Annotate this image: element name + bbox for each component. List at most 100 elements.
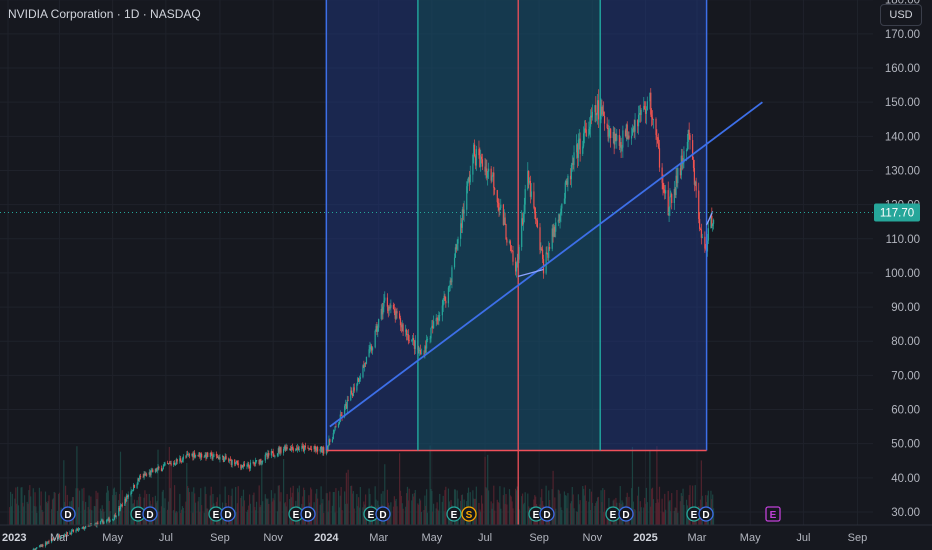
candle-body: [613, 131, 615, 145]
candle-body: [567, 175, 569, 185]
candle-body: [675, 175, 677, 196]
candle-body: [113, 514, 116, 520]
earnings-marker[interactable]: E: [605, 506, 621, 522]
dividend-marker[interactable]: D: [220, 506, 236, 522]
candle-body: [295, 448, 297, 452]
volume-bar: [179, 493, 181, 525]
candle-body: [630, 135, 633, 139]
candle-body: [38, 546, 40, 548]
dividend-marker[interactable]: D: [60, 506, 76, 522]
candle-body: [558, 219, 560, 221]
candle-body: [541, 248, 543, 250]
volume-bar: [573, 508, 575, 525]
candle-body: [712, 219, 715, 224]
candle-body: [316, 447, 318, 451]
drawing-lines[interactable]: [0, 0, 873, 525]
candle-body: [210, 452, 212, 454]
candle-body: [262, 460, 264, 462]
earnings-marker[interactable]: E: [446, 506, 462, 522]
volume-bar: [603, 512, 605, 525]
volume-bar: [656, 446, 658, 525]
candle-body: [566, 180, 568, 185]
candle-body: [266, 454, 268, 457]
volume-bar: [433, 503, 435, 525]
dividend-marker[interactable]: D: [698, 506, 714, 522]
volume-bar: [267, 498, 269, 525]
candle-body: [529, 180, 532, 197]
candle-body: [474, 156, 477, 166]
volume-bar: [414, 490, 416, 525]
currency-button[interactable]: USD: [880, 4, 922, 26]
small-trend-line[interactable]: [518, 268, 544, 277]
marker-label: S: [466, 510, 473, 521]
volume-bar: [411, 500, 413, 525]
trend-line[interactable]: [329, 101, 763, 428]
volume-bar: [285, 506, 287, 525]
candle-body: [462, 209, 464, 214]
candle-body: [424, 346, 426, 355]
marker-label: E: [213, 510, 220, 521]
candle-body: [260, 459, 262, 463]
marker-label: D: [224, 510, 231, 521]
dividend-marker[interactable]: D: [375, 506, 391, 522]
upcoming-marker[interactable]: E: [765, 506, 781, 522]
candle-body: [94, 523, 96, 525]
earnings-marker[interactable]: E: [686, 506, 702, 522]
volume-bar: [559, 493, 561, 525]
small-trend-line[interactable]: [706, 211, 714, 226]
candle-body: [601, 106, 603, 115]
time-axis-label: 2023: [2, 532, 26, 544]
volume-bar: [396, 506, 398, 525]
candle-body: [386, 297, 388, 307]
dividend-marker[interactable]: D: [539, 506, 555, 522]
split-marker[interactable]: S: [461, 506, 477, 522]
volume-bar: [260, 505, 262, 525]
marker-label: E: [451, 510, 458, 521]
volume-bar: [516, 486, 518, 525]
candle-body: [194, 454, 197, 458]
date-range-drawing[interactable]: [326, 0, 707, 451]
price-axis[interactable]: 190.00180.00170.00160.00150.00140.00130.…: [874, 0, 920, 519]
candle-body: [319, 448, 321, 452]
candle-body: [689, 135, 691, 141]
candle-body: [406, 334, 409, 336]
marker-badge: [461, 506, 477, 522]
volume-bar: [408, 488, 410, 525]
candle-body: [365, 356, 368, 364]
time-axis[interactable]: 2023 Mar May Jul Sep Nov 2024 Mar May Jul Sep Nov 20…: [0, 524, 932, 544]
volume-bar: [341, 510, 343, 525]
volume-bar: [325, 493, 327, 525]
candle-body: [162, 466, 164, 470]
volume-bar: [589, 488, 591, 525]
candle-body: [345, 403, 347, 409]
candle-body: [203, 456, 205, 458]
candle-body: [187, 454, 189, 455]
candle-body: [175, 459, 177, 465]
dividend-marker[interactable]: D: [618, 506, 634, 522]
volume-bar: [283, 459, 285, 525]
volume-bar: [662, 511, 664, 525]
candle-body: [253, 462, 255, 464]
candle-body: [395, 311, 397, 319]
candle-body: [405, 329, 408, 336]
symbol-title[interactable]: NVIDIA Corporation · 1D · NASDAQ: [8, 7, 201, 21]
marker-badge: [698, 506, 714, 522]
candle-body: [292, 448, 294, 452]
candle-body: [53, 538, 55, 540]
candle-body: [500, 204, 502, 209]
candle-body: [334, 426, 336, 430]
dividend-marker[interactable]: D: [300, 506, 316, 522]
candle-body: [151, 469, 153, 471]
dividend-marker[interactable]: D: [142, 506, 158, 522]
last-price-badge[interactable]: [874, 203, 920, 222]
candle-body: [627, 135, 629, 140]
candle-body: [51, 538, 54, 540]
candle-body: [228, 459, 230, 461]
volume-bar: [399, 490, 402, 525]
marker-badge: [539, 506, 555, 522]
candle-body: [657, 137, 659, 144]
volume-bar: [441, 501, 443, 525]
candle-body: [447, 287, 450, 304]
